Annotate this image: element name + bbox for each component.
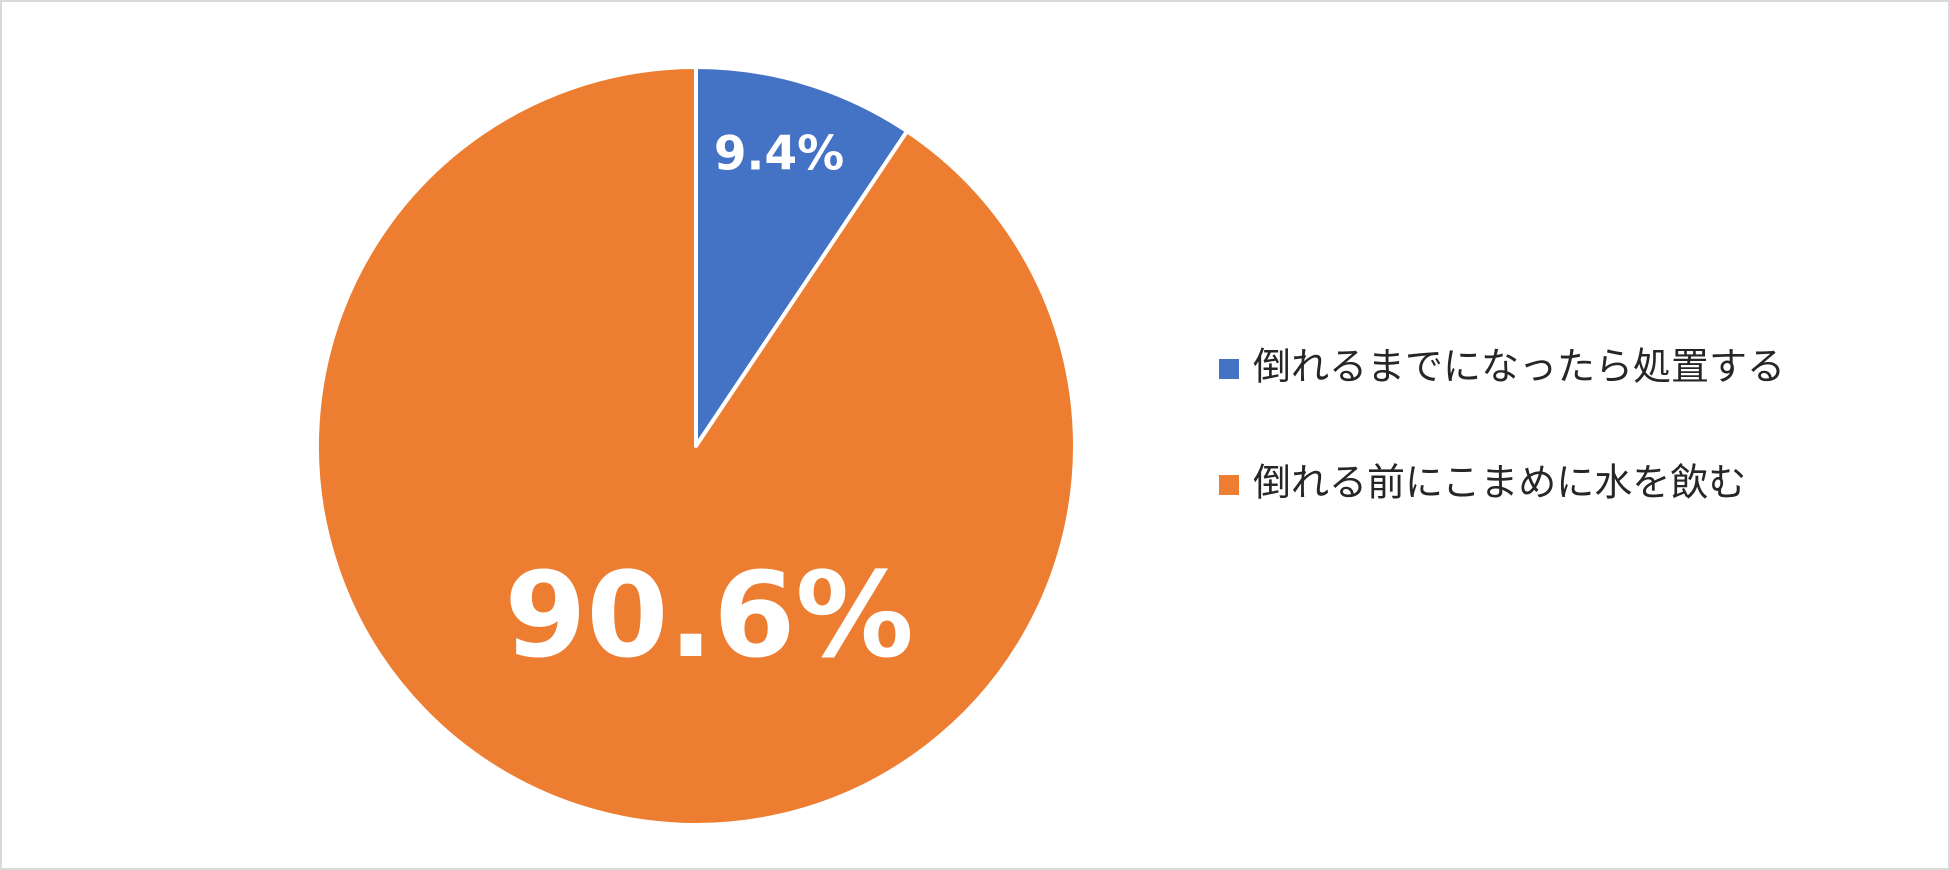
- pie-slice: [315, 65, 1077, 827]
- legend-swatch: [1219, 359, 1239, 379]
- legend-swatch: [1219, 475, 1239, 495]
- pie-slice: [694, 65, 910, 448]
- legend-label: 倒れる前にこまめに水を飲む: [1253, 461, 1746, 505]
- data-label: 90.6%: [504, 546, 913, 684]
- legend-label: 倒れるまでになったら処置する: [1253, 345, 1785, 389]
- data-label: 9.4%: [714, 127, 844, 182]
